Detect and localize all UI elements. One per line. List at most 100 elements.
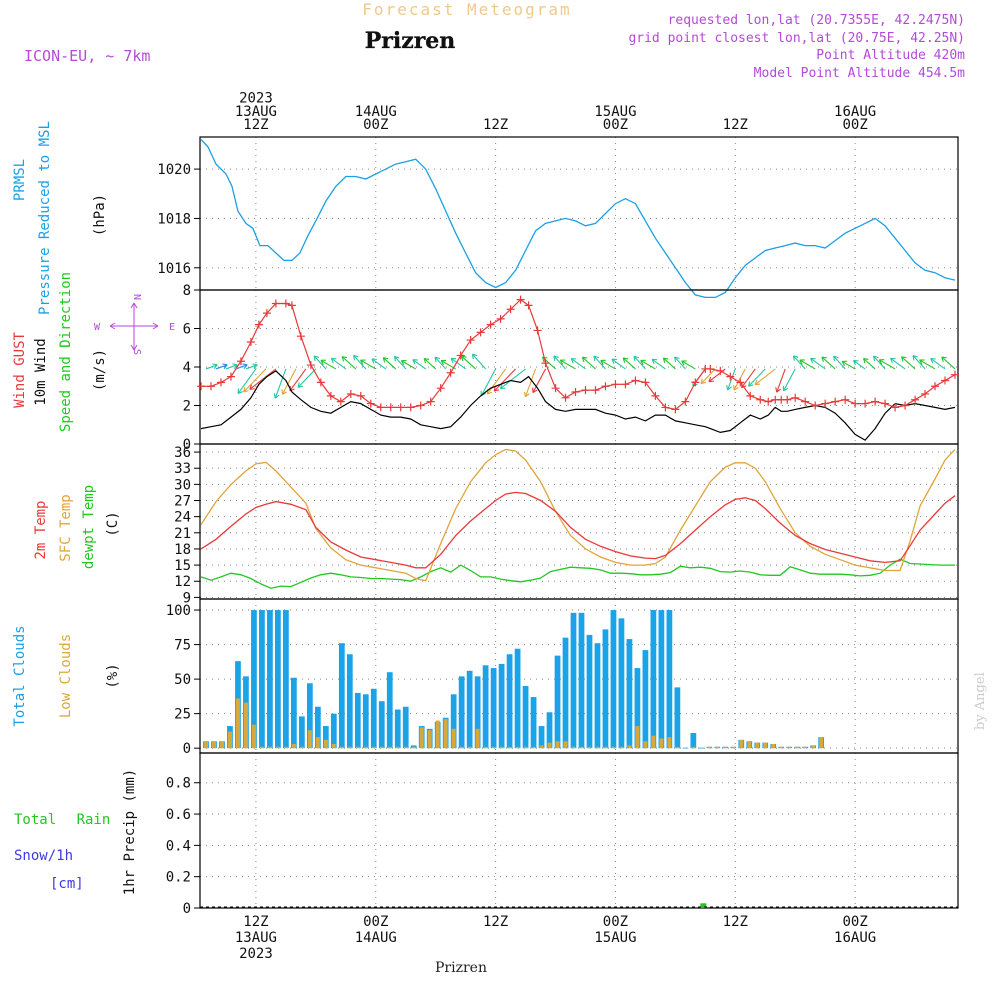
- low-cloud-bar: [355, 746, 360, 749]
- point-altitude: Point Altitude 420m: [816, 48, 965, 63]
- low-cloud-bar: [419, 727, 424, 749]
- wind-arrowhead: [360, 359, 366, 365]
- y-tick-label: 0.2: [166, 870, 191, 886]
- gust-marker: [851, 399, 860, 408]
- snow-label: Snow/1h: [14, 848, 73, 864]
- wind-arrow: [821, 356, 836, 370]
- low-cloud-bar: [571, 746, 576, 749]
- gust-marker: [281, 299, 290, 308]
- wind-arrow: [833, 355, 846, 370]
- low-cloud-bar: [667, 737, 672, 749]
- gust-marker: [951, 370, 960, 379]
- wind-arrow: [434, 356, 447, 370]
- wind-arrow: [401, 360, 416, 370]
- gust-marker: [821, 399, 830, 408]
- gust-marker: [941, 376, 950, 385]
- wind-arrowhead: [313, 355, 320, 362]
- wind-arrowhead: [450, 357, 457, 364]
- gust-marker: [356, 391, 365, 400]
- total-cloud-bar: [642, 650, 649, 749]
- gust-marker: [736, 378, 745, 387]
- wind-arrow: [412, 359, 427, 370]
- wind-speed-line: [200, 370, 956, 441]
- wind-arrowhead: [674, 356, 680, 363]
- total-cloud-bar: [314, 706, 321, 749]
- wind-arrowhead: [748, 381, 754, 387]
- y-tick-label: 12: [174, 574, 191, 590]
- wind-arrow: [486, 368, 507, 395]
- wind-arrow: [733, 368, 746, 391]
- low-cloud-bar: [587, 746, 592, 749]
- low-cloud-bar: [315, 737, 320, 749]
- low-cloud-bar: [771, 744, 776, 749]
- total-rain-label: Total Rain: [14, 812, 110, 828]
- gust-marker: [631, 376, 640, 385]
- wind-arrowhead: [281, 389, 287, 395]
- wind-arrow: [532, 368, 547, 393]
- rain-bar: [700, 903, 707, 908]
- ms-unit-label: (m/s): [92, 349, 108, 391]
- wind-arrow: [480, 368, 497, 397]
- clouds-panel: 0 25 50 75 100: [166, 598, 959, 757]
- wind-arrow: [360, 359, 377, 370]
- total-cloud-bar: [474, 676, 481, 749]
- wind-arrow: [662, 357, 676, 370]
- low-cloud-bar: [563, 741, 568, 749]
- y-tick-label: 15: [174, 558, 191, 574]
- gust-marker: [726, 372, 735, 381]
- top-time-label: 12Z: [723, 117, 748, 133]
- wind-arrowhead: [640, 359, 646, 366]
- gust-marker: [641, 378, 650, 387]
- low-cloud-bar: [379, 746, 384, 749]
- wind-arrowhead: [593, 355, 599, 362]
- total-cloud-bar: [602, 629, 609, 749]
- wind-arrow: [237, 368, 257, 394]
- wind-arrow: [235, 364, 248, 370]
- y-tick-label: 8: [183, 283, 191, 299]
- top-time-label: 12Z: [243, 117, 268, 133]
- gust-marker: [466, 336, 475, 345]
- clouds-axis-titles: Total Clouds Low Clouds (%): [12, 625, 121, 726]
- y-tick-label: 50: [174, 672, 191, 688]
- wind-arrow: [890, 357, 906, 370]
- compass-east: E: [169, 322, 175, 333]
- gust-marker: [316, 378, 325, 387]
- wind-arrowhead: [901, 356, 907, 362]
- gust-marker: [416, 401, 425, 410]
- wind-arrowhead: [833, 355, 839, 362]
- total-cloud-bar: [506, 654, 513, 749]
- gust-marker: [226, 372, 235, 381]
- top-time-label: 00Z: [842, 117, 867, 133]
- wind-gust-line: [201, 298, 956, 411]
- wind-arrowhead: [681, 360, 687, 366]
- wind-arrow: [320, 359, 337, 370]
- total-cloud-bar: [682, 747, 689, 749]
- gust-marker: [891, 403, 900, 412]
- low-cloud-bar: [275, 746, 280, 749]
- hpa-unit-label: (hPa): [92, 194, 108, 236]
- gust-marker: [571, 388, 580, 397]
- gust-marker: [296, 332, 305, 341]
- wind-arrow: [776, 368, 786, 393]
- prmsl-label: PRMSL: [12, 159, 28, 201]
- low-cloud-bar: [211, 741, 216, 749]
- total-cloud-bar: [306, 683, 313, 749]
- low-cloud-bar: [467, 746, 472, 749]
- wind-arrowhead: [919, 359, 925, 365]
- gust-marker: [346, 389, 355, 398]
- wind-arrowhead: [841, 360, 848, 367]
- wind-arrowhead: [775, 387, 781, 393]
- wind-arrow: [394, 356, 407, 370]
- y-tick-label: 0.4: [166, 838, 191, 854]
- wind-arrow: [570, 358, 586, 370]
- low-cloud-bar: [659, 738, 664, 749]
- gust-marker: [336, 397, 345, 406]
- low-cloud-bar: [603, 746, 608, 749]
- y-tick-label: 100: [166, 603, 191, 619]
- forecast-meteogram-label: Forecast Meteogram: [362, 0, 571, 19]
- compass-south: S: [131, 349, 142, 355]
- low-cloud-bar: [579, 746, 584, 749]
- total-cloud-bar: [267, 610, 273, 749]
- wind-arrowhead: [499, 383, 506, 390]
